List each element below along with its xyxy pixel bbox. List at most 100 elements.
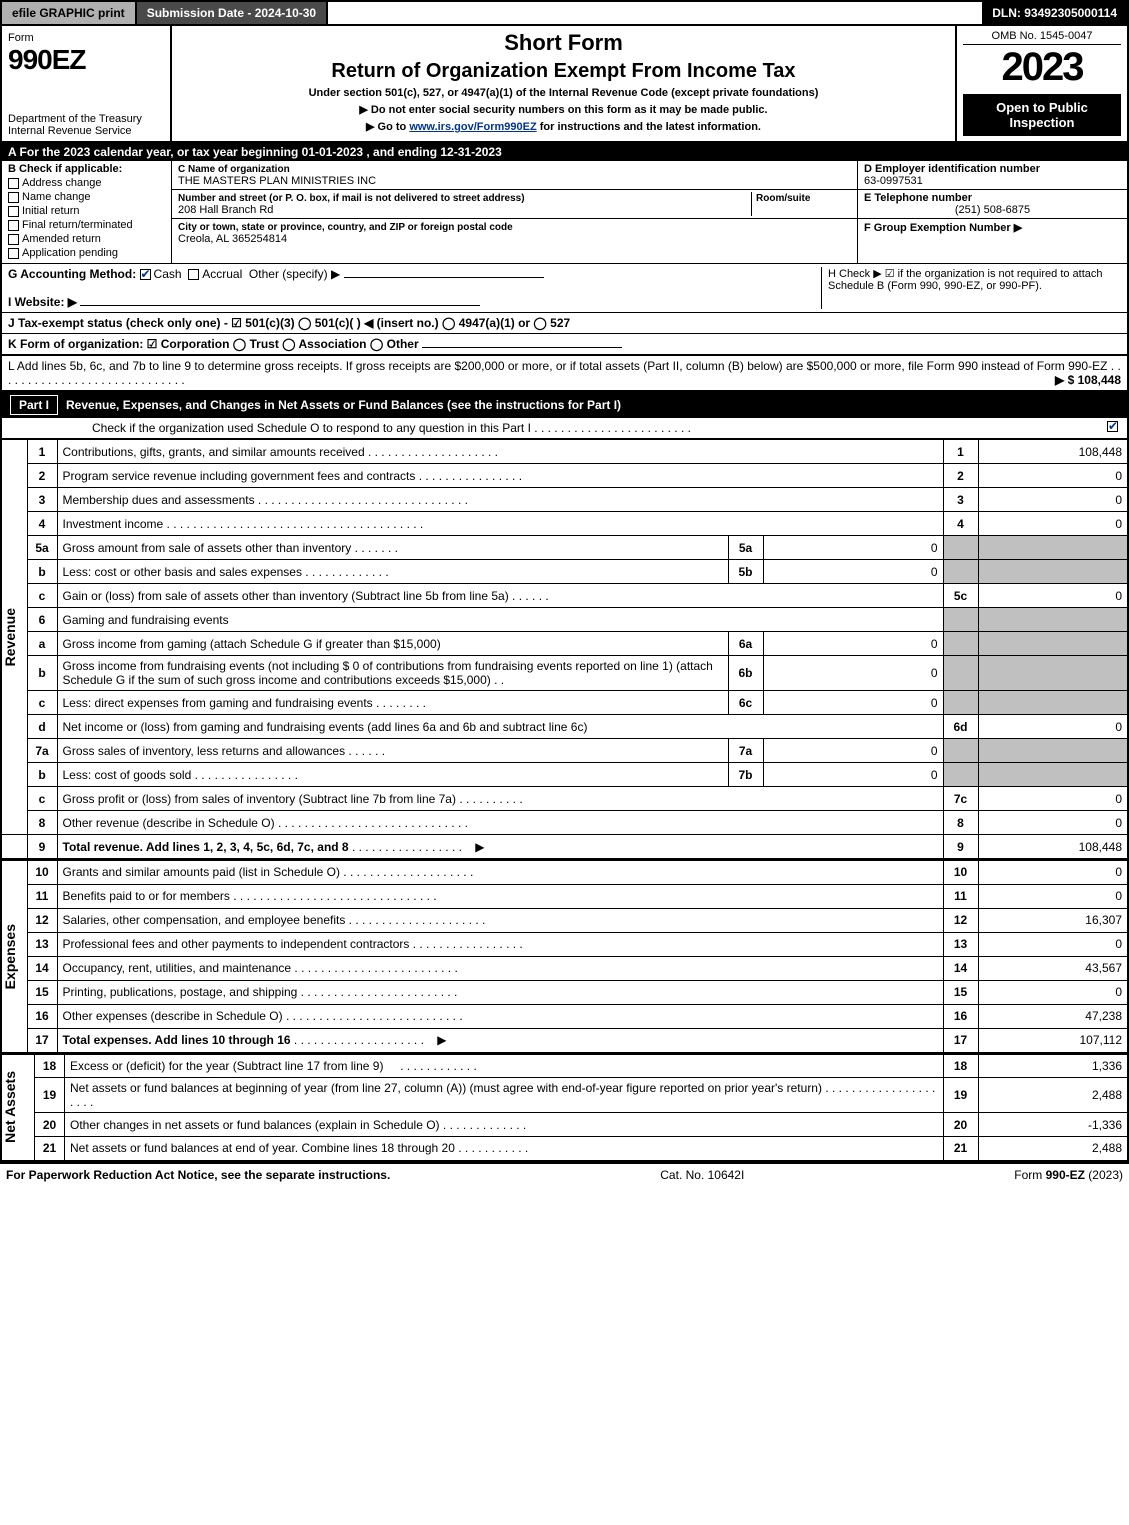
cb-cash[interactable]: [140, 269, 151, 280]
dln-label: DLN: 93492305000114: [982, 2, 1127, 24]
line-16-val: 47,238: [978, 1004, 1128, 1028]
row-g-h: G Accounting Method: Cash Accrual Other …: [0, 264, 1129, 313]
line-7b-desc: Less: cost of goods sold: [63, 768, 192, 782]
irs-link[interactable]: www.irs.gov/Form990EZ: [409, 121, 536, 133]
line-4-desc: Investment income: [63, 517, 164, 531]
line-15-rn: 15: [943, 980, 978, 1004]
l-text: L Add lines 5b, 6c, and 7b to line 9 to …: [8, 359, 1107, 373]
ein-value: 63-0997531: [864, 175, 923, 187]
line-2-rn: 2: [943, 464, 978, 488]
k-text: K Form of organization: ☑ Corporation ◯ …: [8, 337, 419, 351]
expenses-table: Expenses 10Grants and similar amounts pa…: [0, 859, 1129, 1053]
line-12-rn: 12: [943, 908, 978, 932]
j-text: J Tax-exempt status (check only one) - ☑…: [8, 316, 570, 330]
line-20-rn: 20: [943, 1113, 978, 1137]
cb-amended-return[interactable]: Amended return: [8, 233, 165, 245]
line-15-val: 0: [978, 980, 1128, 1004]
footer-left: For Paperwork Reduction Act Notice, see …: [6, 1168, 390, 1182]
line-6-desc: Gaming and fundraising events: [57, 608, 943, 632]
cb-address-change[interactable]: Address change: [8, 177, 165, 189]
line-10-rn: 10: [943, 860, 978, 884]
line-17-val: 107,112: [978, 1028, 1128, 1052]
line-5c-rn: 5c: [943, 584, 978, 608]
header-left: Form 990EZ Department of the Treasury In…: [2, 26, 172, 141]
line-21-rn: 21: [943, 1137, 978, 1161]
website-input[interactable]: [80, 305, 480, 306]
d-tel-cell: E Telephone number (251) 508-6875: [858, 190, 1127, 219]
g-label: G Accounting Method:: [8, 267, 136, 281]
line-16-desc: Other expenses (describe in Schedule O): [63, 1009, 283, 1023]
cb-name-change[interactable]: Name change: [8, 191, 165, 203]
form-header: Form 990EZ Department of the Treasury In…: [0, 26, 1129, 143]
form-number: 990EZ: [8, 44, 86, 75]
org-city: Creola, AL 365254814: [178, 233, 287, 245]
col-c-org: C Name of organization THE MASTERS PLAN …: [172, 161, 857, 263]
line-17-desc: Total expenses. Add lines 10 through 16: [63, 1033, 291, 1047]
efile-print-button[interactable]: efile GRAPHIC print: [2, 2, 137, 24]
tel-value: (251) 508-6875: [864, 204, 1121, 216]
k-other-input[interactable]: [422, 347, 622, 348]
top-bar: efile GRAPHIC print Submission Date - 20…: [0, 0, 1129, 26]
netassets-section-label: Net Assets: [2, 1071, 18, 1143]
line-14-rn: 14: [943, 956, 978, 980]
subtitle-2: ▶ Do not enter social security numbers o…: [180, 103, 947, 116]
line-5a-s: 5a: [728, 536, 763, 560]
line-7c-rn: 7c: [943, 787, 978, 811]
tax-year: 2023: [963, 45, 1121, 90]
short-form-title: Short Form: [180, 30, 947, 56]
subtitle-1: Under section 501(c), 527, or 4947(a)(1)…: [180, 87, 947, 99]
g-accrual: Accrual: [202, 267, 242, 281]
cb-application-pending[interactable]: Application pending: [8, 247, 165, 259]
line-20-val: -1,336: [978, 1113, 1128, 1137]
line-8-val: 0: [978, 811, 1128, 835]
line-6b-desc: Gross income from fundraising events (no…: [63, 659, 713, 687]
line-13-rn: 13: [943, 932, 978, 956]
revenue-table: Revenue 1Contributions, gifts, grants, a…: [0, 439, 1129, 859]
footer-right: Form 990-EZ (2023): [1014, 1168, 1123, 1182]
part1-check-row: Check if the organization used Schedule …: [0, 418, 1129, 439]
line-18-rn: 18: [943, 1054, 978, 1078]
line-2-val: 0: [978, 464, 1128, 488]
c-name-cell: C Name of organization THE MASTERS PLAN …: [172, 161, 857, 190]
c-addr-lbl: Number and street (or P. O. box, if mail…: [178, 193, 525, 204]
cb-final-return[interactable]: Final return/terminated: [8, 219, 165, 231]
line-5b-s: 5b: [728, 560, 763, 584]
col-b-checkboxes: B Check if applicable: Address change Na…: [2, 161, 172, 263]
l-amount: ▶ $ 108,448: [1055, 373, 1121, 387]
line-4-rn: 4: [943, 512, 978, 536]
line-14-desc: Occupancy, rent, utilities, and maintena…: [63, 961, 292, 975]
line-11-desc: Benefits paid to or for members: [63, 889, 230, 903]
part1-check-text: Check if the organization used Schedule …: [92, 421, 531, 435]
part1-label: Part I: [10, 395, 58, 415]
row-l: L Add lines 5b, 6c, and 7b to line 9 to …: [0, 356, 1129, 392]
dept-label: Department of the Treasury Internal Reve…: [8, 113, 164, 137]
row-k: K Form of organization: ☑ Corporation ◯ …: [0, 334, 1129, 356]
line-18-val: 1,336: [978, 1054, 1128, 1078]
line-19-rn: 19: [943, 1078, 978, 1113]
line-6d-desc: Net income or (loss) from gaming and fun…: [57, 715, 943, 739]
line-1-val: 108,448: [978, 440, 1128, 464]
line-4-val: 0: [978, 512, 1128, 536]
line-7a-s: 7a: [728, 739, 763, 763]
line-17-rn: 17: [943, 1028, 978, 1052]
line-5c-val: 0: [978, 584, 1128, 608]
cb-accrual[interactable]: [188, 269, 199, 280]
line-6b-sv: 0: [763, 656, 943, 691]
line-20-desc: Other changes in net assets or fund bala…: [70, 1118, 440, 1132]
g-other-input[interactable]: [344, 277, 544, 278]
c-city-lbl: City or town, state or province, country…: [178, 222, 513, 233]
line-11-val: 0: [978, 884, 1128, 908]
part1-header: Part I Revenue, Expenses, and Changes in…: [0, 392, 1129, 418]
line-7a-desc: Gross sales of inventory, less returns a…: [63, 744, 346, 758]
cb-initial-return[interactable]: Initial return: [8, 205, 165, 217]
line-9-val: 108,448: [978, 835, 1128, 859]
cb-schedule-o[interactable]: [1107, 421, 1118, 432]
line-7c-val: 0: [978, 787, 1128, 811]
line-6c-desc: Less: direct expenses from gaming and fu…: [63, 696, 373, 710]
sub3-post: for instructions and the latest informat…: [537, 121, 761, 133]
i-label: I Website: ▶: [8, 295, 77, 309]
g-cash: Cash: [154, 267, 182, 281]
part1-title: Revenue, Expenses, and Changes in Net As…: [66, 398, 621, 412]
footer-center: Cat. No. 10642I: [660, 1168, 744, 1182]
line-3-rn: 3: [943, 488, 978, 512]
